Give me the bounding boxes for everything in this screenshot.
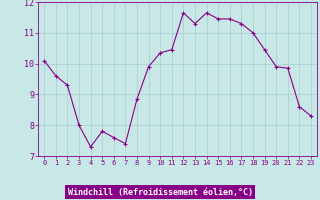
Text: Windchill (Refroidissement éolien,°C): Windchill (Refroidissement éolien,°C) [68,188,252,196]
